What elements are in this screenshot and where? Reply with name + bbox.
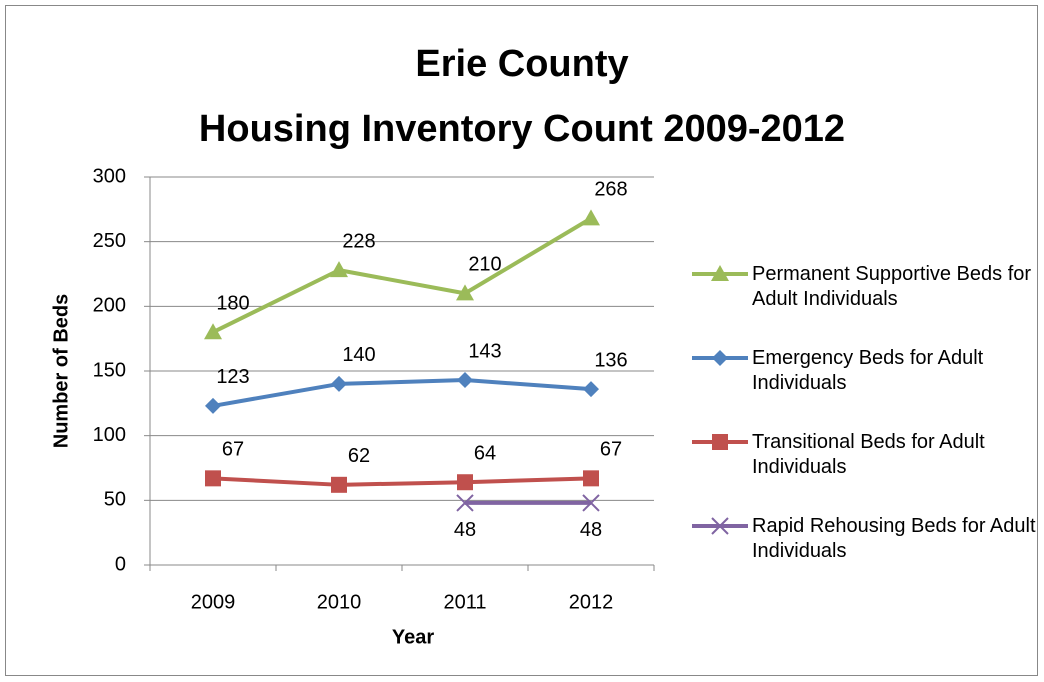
data-label: 67 (600, 439, 622, 461)
data-label: 210 (468, 254, 501, 276)
marker (712, 434, 728, 450)
data-label: 143 (468, 340, 501, 362)
y-tick-label: 50 (104, 489, 126, 511)
y-tick-label: 100 (93, 424, 126, 446)
marker (457, 372, 473, 389)
legend-label: Permanent Supportive Beds for Adult Indi… (752, 263, 1032, 310)
data-label: 136 (594, 349, 627, 371)
marker (331, 476, 347, 493)
data-label: 48 (454, 519, 476, 541)
data-label: 48 (580, 519, 602, 541)
y-tick-label: 0 (115, 553, 126, 575)
x-tick-label: 2010 (317, 591, 362, 613)
legend-label: Transitional Beds for Adult Individuals (752, 431, 985, 478)
data-label: 67 (222, 439, 244, 461)
marker (330, 261, 348, 278)
marker (456, 494, 474, 512)
marker (457, 474, 473, 491)
y-tick-label: 250 (93, 230, 126, 252)
legend-label: Emergency Beds for Adult Individuals (752, 347, 984, 394)
y-tick-label: 300 (93, 165, 126, 187)
data-label: 228 (342, 230, 375, 252)
marker (205, 397, 221, 414)
marker (204, 323, 222, 340)
chart-title: Erie County (415, 43, 628, 85)
x-tick-label: 2011 (443, 591, 486, 613)
y-tick-label: 150 (93, 359, 126, 381)
y-tick-label: 200 (93, 295, 126, 317)
data-label: 62 (348, 445, 370, 467)
series-line (212, 378, 592, 408)
marker (712, 350, 728, 366)
marker (711, 517, 729, 535)
marker (711, 265, 729, 281)
marker (205, 470, 221, 487)
data-label: 140 (342, 344, 375, 366)
chart-border (5, 5, 1038, 676)
x-axis-label: Year (392, 626, 434, 648)
legend-label: Rapid Rehousing Beds for Adult Individua… (752, 515, 1036, 562)
marker (456, 284, 474, 301)
marker (583, 470, 599, 487)
y-axis-label: Number of Beds (50, 294, 72, 448)
x-tick-label: 2012 (569, 591, 614, 613)
data-label: 64 (474, 443, 496, 465)
x-tick-label: 2009 (191, 591, 236, 613)
data-label: 180 (216, 292, 249, 314)
marker (331, 375, 347, 392)
series-line (212, 476, 592, 487)
marker (582, 494, 600, 512)
series-line (212, 216, 593, 334)
data-label: 268 (594, 179, 627, 201)
chart-title: Housing Inventory Count 2009-2012 (199, 108, 845, 150)
data-label: 123 (216, 366, 249, 388)
marker (582, 209, 600, 226)
marker (583, 381, 599, 398)
